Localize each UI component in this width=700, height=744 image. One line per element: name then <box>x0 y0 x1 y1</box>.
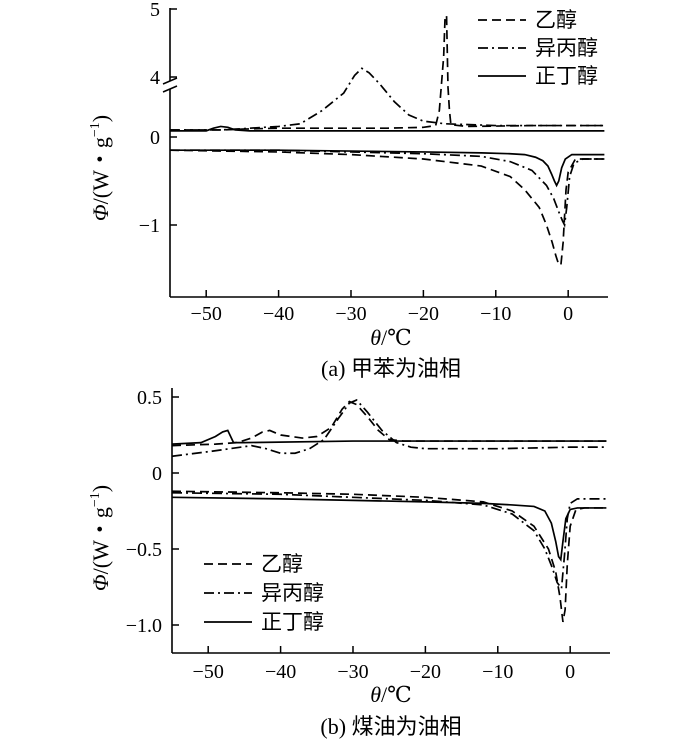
y-axis-break-mark <box>162 85 178 93</box>
x-axis-title: θ/℃ <box>370 325 412 350</box>
legend-label: 乙醇 <box>535 8 577 32</box>
x-axis-symbol: θ <box>370 325 381 350</box>
y-axis-unit: /(W・g <box>88 137 113 204</box>
x-tick-label: −40 <box>265 661 296 683</box>
y-axis-unit: /(W・g <box>88 507 113 574</box>
x-tick-label: −30 <box>337 661 368 683</box>
series-line-cooling <box>170 149 605 188</box>
y-axis-title: Φ/(W・g−1) <box>88 485 113 591</box>
y-axis-title: Φ/(W・g−1) <box>88 115 113 221</box>
x-tick-label: 0 <box>565 661 575 683</box>
series-line-heating <box>172 400 607 447</box>
series-line-heating <box>170 67 605 131</box>
x-tick-label: −10 <box>480 303 511 325</box>
legend-label: 异丙醇 <box>535 36 598 60</box>
y-axis-symbol: Φ <box>88 574 113 591</box>
y-axis-unit-exponent: −1 <box>88 122 103 137</box>
legend-label: 乙醇 <box>261 552 303 576</box>
series-line-cooling <box>172 496 607 562</box>
y-tick-label: −1 <box>139 215 160 237</box>
series-line-heating <box>172 429 607 445</box>
legend-label: 异丙醇 <box>261 581 324 605</box>
x-tick-label: −50 <box>191 303 222 325</box>
x-tick-label: 0 <box>563 303 573 325</box>
x-tick-label: −40 <box>263 303 294 325</box>
series-line-heating <box>170 14 605 131</box>
y-tick-label: 0 <box>150 127 160 149</box>
y-tick-label: 0.5 <box>137 387 162 409</box>
panel-caption: (a) 甲苯为油相 <box>321 356 461 381</box>
x-axis-title: θ/℃ <box>370 682 412 707</box>
y-axis-title-text: Φ/(W・g−1) <box>88 115 113 221</box>
x-axis-unit: /℃ <box>381 682 412 707</box>
y-axis-symbol: Φ <box>88 204 113 221</box>
x-tick-label: −20 <box>410 661 441 683</box>
y-tick-label: −0.5 <box>126 539 162 561</box>
panel-caption: (b) 煤油为油相 <box>320 714 461 739</box>
y-tick-label: 0 <box>152 463 162 485</box>
x-tick-label: −50 <box>193 661 224 683</box>
x-tick-label: −30 <box>335 303 366 325</box>
series-line-cooling <box>172 491 607 591</box>
x-tick-label: −20 <box>408 303 439 325</box>
y-axis-title-text: Φ/(W・g−1) <box>88 485 113 591</box>
series-line-heating <box>172 399 607 458</box>
series-line-heating <box>170 125 605 132</box>
y-tick-label: 5 <box>150 0 160 21</box>
y-axis-break-mark <box>162 77 178 85</box>
x-axis-unit: /℃ <box>381 325 412 350</box>
x-tick-label: −10 <box>482 661 513 683</box>
y-tick-label: 4 <box>150 67 160 89</box>
legend-label: 正丁醇 <box>261 610 324 634</box>
series-line-cooling <box>170 149 605 266</box>
y-tick-label: −1.0 <box>126 615 162 637</box>
series-line-cooling <box>170 149 605 228</box>
x-axis-symbol: θ <box>370 682 381 707</box>
y-axis-unit-close: ) <box>88 485 113 492</box>
y-axis-unit-exponent: −1 <box>88 492 103 507</box>
series-line-cooling <box>172 490 607 623</box>
legend-label: 正丁醇 <box>535 64 598 88</box>
y-axis-unit-close: ) <box>88 115 113 122</box>
